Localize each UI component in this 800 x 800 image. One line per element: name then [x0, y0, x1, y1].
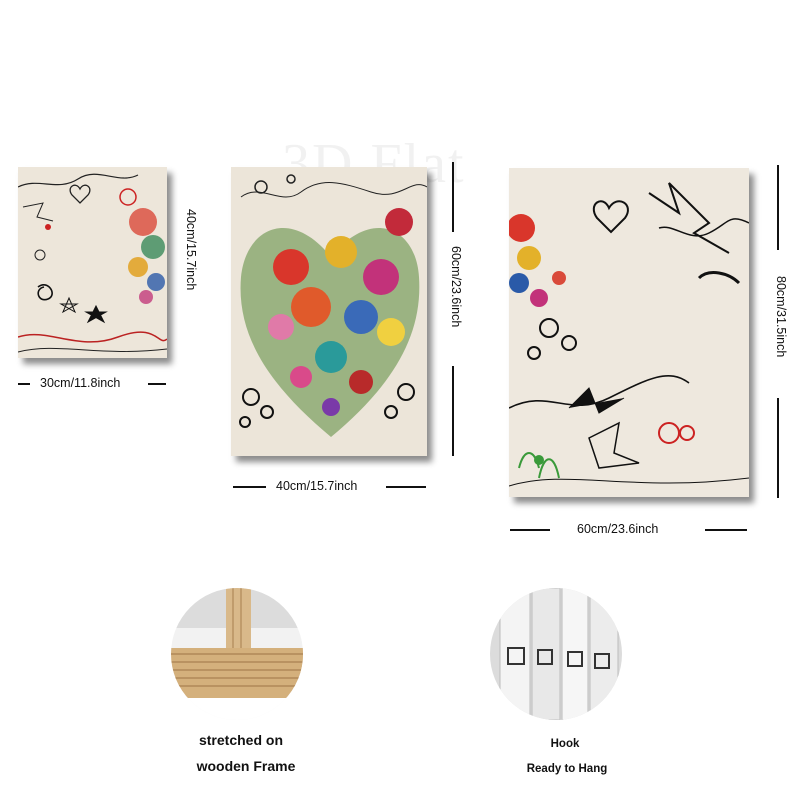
- medium-height-rule-top: [452, 162, 454, 232]
- wooden-frame-photo: [171, 588, 303, 720]
- artwork-floral-heart: [231, 167, 427, 456]
- small-width-rule-right: [148, 383, 166, 385]
- medium-height-rule-bottom: [452, 366, 454, 456]
- large-panel-width-label: 60cm/23.6inch: [577, 522, 659, 536]
- hook-caption-line2: Ready to Hang: [526, 763, 608, 775]
- large-width-rule-left: [510, 529, 550, 531]
- large-height-rule-top: [777, 165, 779, 250]
- medium-width-rule-left: [233, 486, 266, 488]
- artwork-left-panel: [18, 167, 167, 358]
- medium-panel-width-label: 40cm/15.7inch: [276, 479, 358, 493]
- hook-photo: [490, 588, 622, 720]
- large-height-rule-bottom: [777, 398, 779, 498]
- large-width-rule-right: [705, 529, 747, 531]
- artwork-right-panel: [509, 168, 749, 497]
- canvas-medium: [231, 167, 427, 456]
- hook-caption-line1: Hook: [550, 738, 580, 750]
- wooden-frame-icon: [171, 588, 303, 720]
- frame-caption-line2: wooden Frame: [196, 758, 296, 774]
- small-width-rule-left: [18, 383, 30, 385]
- large-panel-height-label: 80cm/31.5inch: [774, 276, 788, 358]
- medium-panel-height-label: 60cm/23.6inch: [449, 246, 463, 328]
- small-panel-width-label: 30cm/11.8inch: [40, 376, 121, 390]
- small-panel-height-label: 40cm/15.7inch: [184, 209, 198, 291]
- hook-icon: [490, 588, 622, 720]
- canvas-large: [509, 168, 749, 497]
- frame-caption-line1: stretched on: [198, 732, 283, 748]
- medium-width-rule-right: [386, 486, 426, 488]
- canvas-small: [18, 167, 167, 358]
